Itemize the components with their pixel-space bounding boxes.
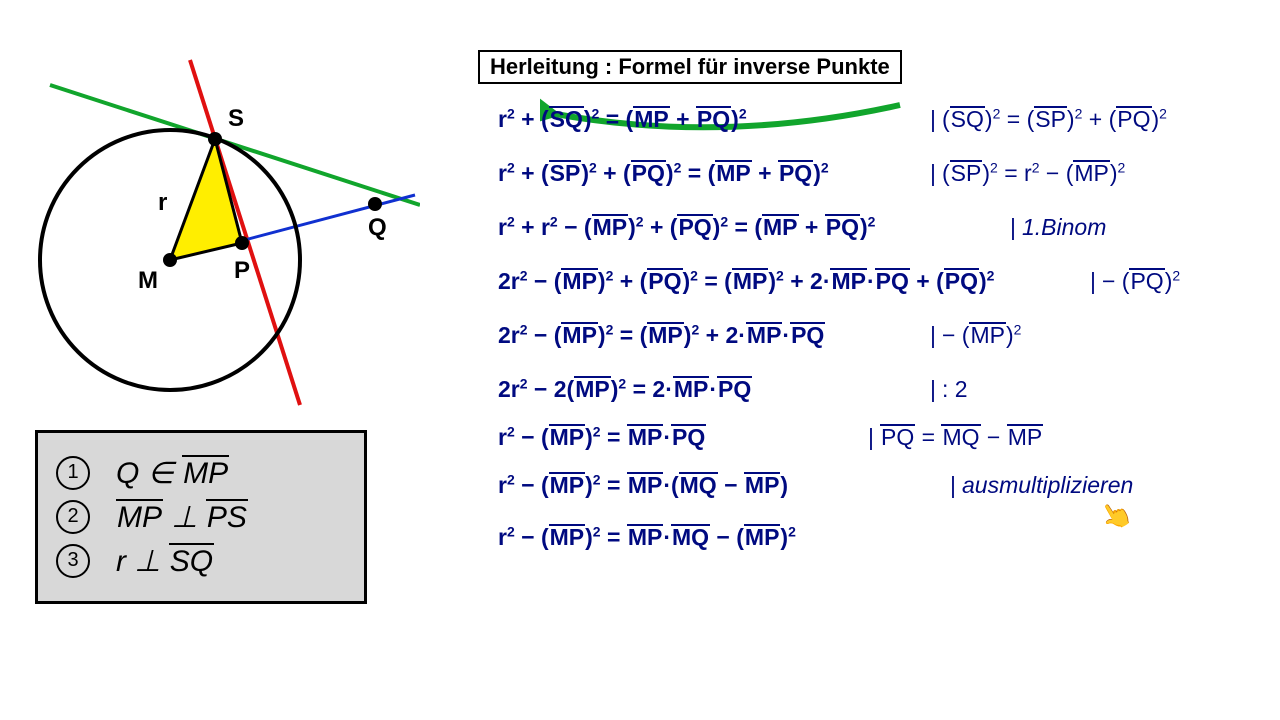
condition-2: 2 MP ⊥ PS — [56, 499, 346, 535]
equation-lhs: r2 + (SQ)2 = (MP + PQ)2 — [498, 106, 747, 133]
equation-lhs: 2r2 − (MP)2 + (PQ)2 = (MP)2 + 2·MP·PQ + … — [498, 268, 994, 295]
equation-lhs: r2 + r2 − (MP)2 + (PQ)2 = (MP + PQ)2 — [498, 214, 875, 241]
equation-lhs: r2 − (MP)2 = MP·PQ — [498, 424, 706, 451]
equation-row-8: r2 − (MP)2 = MP·(MQ − MP) — [498, 472, 788, 499]
equation-row-7: r2 − (MP)2 = MP·PQ — [498, 424, 706, 451]
condition-text: MP ⊥ PS — [116, 499, 248, 535]
equation-annotation-8: |ausmultiplizieren — [930, 472, 1133, 499]
conditions-box: 1 Q ∈ MP 2 MP ⊥ PS 3 r ⊥ SQ — [35, 430, 367, 604]
equation-annotation-6: |: 2 — [910, 376, 968, 403]
condition-1: 1 Q ∈ MP — [56, 455, 346, 491]
equation-row-1: r2 + (SQ)2 = (MP + PQ)2 — [498, 106, 747, 133]
condition-number: 3 — [56, 544, 90, 578]
equation-lhs: r2 − (MP)2 = MP·MQ − (MP)2 — [498, 524, 796, 551]
equation-annotation-3: |1.Binom — [990, 214, 1106, 241]
equation-lhs: r2 − (MP)2 = MP·(MQ − MP) — [498, 472, 788, 499]
equation-annotation-4: |− (PQ)2 — [1070, 268, 1180, 295]
condition-text: r ⊥ SQ — [116, 543, 214, 579]
equation-lhs: r2 + (SP)2 + (PQ)2 = (MP + PQ)2 — [498, 160, 829, 187]
pointer-cursor-icon: 👆 — [1094, 494, 1138, 537]
svg-text:S: S — [228, 105, 244, 132]
equation-annotation-1: |(SQ)2 = (SP)2 + (PQ)2 — [910, 106, 1167, 133]
svg-text:M: M — [138, 267, 158, 294]
page-root: { "title": "Herleitung : Formel für inve… — [0, 0, 1280, 720]
geometry-diagram: M P S Qr — [10, 30, 420, 430]
equation-row-2: r2 + (SP)2 + (PQ)2 = (MP + PQ)2 — [498, 160, 829, 187]
condition-number: 1 — [56, 456, 90, 490]
equation-annotation-2: |(SP)2 = r2 − (MP)2 — [910, 160, 1125, 187]
equation-row-6: 2r2 − 2(MP)2 = 2·MP·PQ — [498, 376, 752, 403]
equation-annotation-5: |− (MP)2 — [910, 322, 1021, 349]
equation-lhs: 2r2 − (MP)2 = (MP)2 + 2·MP·PQ — [498, 322, 825, 349]
svg-text:Q: Q — [368, 214, 387, 241]
condition-number: 2 — [56, 500, 90, 534]
equation-row-3: r2 + r2 − (MP)2 + (PQ)2 = (MP + PQ)2 — [498, 214, 875, 241]
equation-row-5: 2r2 − (MP)2 = (MP)2 + 2·MP·PQ — [498, 322, 825, 349]
equation-row-9: r2 − (MP)2 = MP·MQ − (MP)2 — [498, 524, 796, 551]
equation-lhs: 2r2 − 2(MP)2 = 2·MP·PQ — [498, 376, 752, 403]
condition-text: Q ∈ MP — [116, 455, 229, 491]
condition-3: 3 r ⊥ SQ — [56, 543, 346, 579]
equation-row-4: 2r2 − (MP)2 + (PQ)2 = (MP)2 + 2·MP·PQ + … — [498, 268, 994, 295]
equation-annotation-7: |PQ = MQ − MP — [848, 424, 1043, 451]
derivation-title: Herleitung : Formel für inverse Punkte — [478, 50, 902, 84]
svg-text:P: P — [234, 257, 250, 284]
svg-text:r: r — [158, 189, 167, 216]
